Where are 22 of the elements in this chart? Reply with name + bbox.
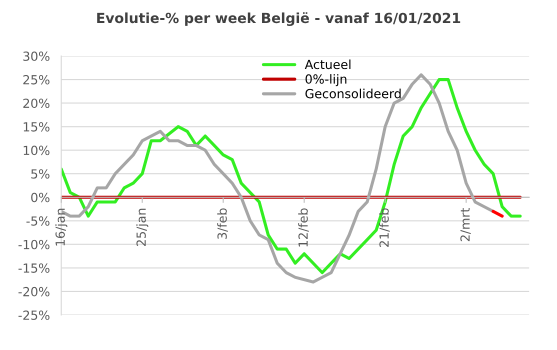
x-tick-label: 2/mrt [460, 208, 471, 242]
y-tick-label: 10% [24, 146, 50, 156]
y-tick-label: -5% [26, 216, 50, 226]
y-tick-label: -15% [18, 263, 50, 273]
x-tick-label: 25/jan [136, 208, 148, 246]
legend-label: 0%-lijn [306, 74, 346, 86]
y-tick-label: -20% [18, 286, 50, 296]
x-tick-label: 3/feb [217, 208, 228, 239]
x-tick-label: 12/feb [298, 208, 309, 246]
y-tick-label: 0% [31, 192, 50, 202]
legend-label: Actueel [304, 59, 350, 70]
y-tick-label: 15% [24, 122, 50, 132]
y-tick-label: 25% [23, 75, 50, 84]
y-tick-label: -10% [18, 240, 50, 250]
legend-label: Geconsolideerd [305, 88, 401, 98]
y-tick-label: 20% [23, 98, 50, 108]
chart-title: Evolutie-% per week België - vanaf 16/01/2021 [97, 12, 460, 26]
x-tick-label: 21/feb [379, 208, 390, 247]
x-tick-label: 16/jan [55, 208, 68, 246]
y-tick-label: 30% [23, 51, 50, 61]
y-tick-label: 5% [31, 169, 50, 179]
y-tick-label: -25% [18, 310, 50, 320]
